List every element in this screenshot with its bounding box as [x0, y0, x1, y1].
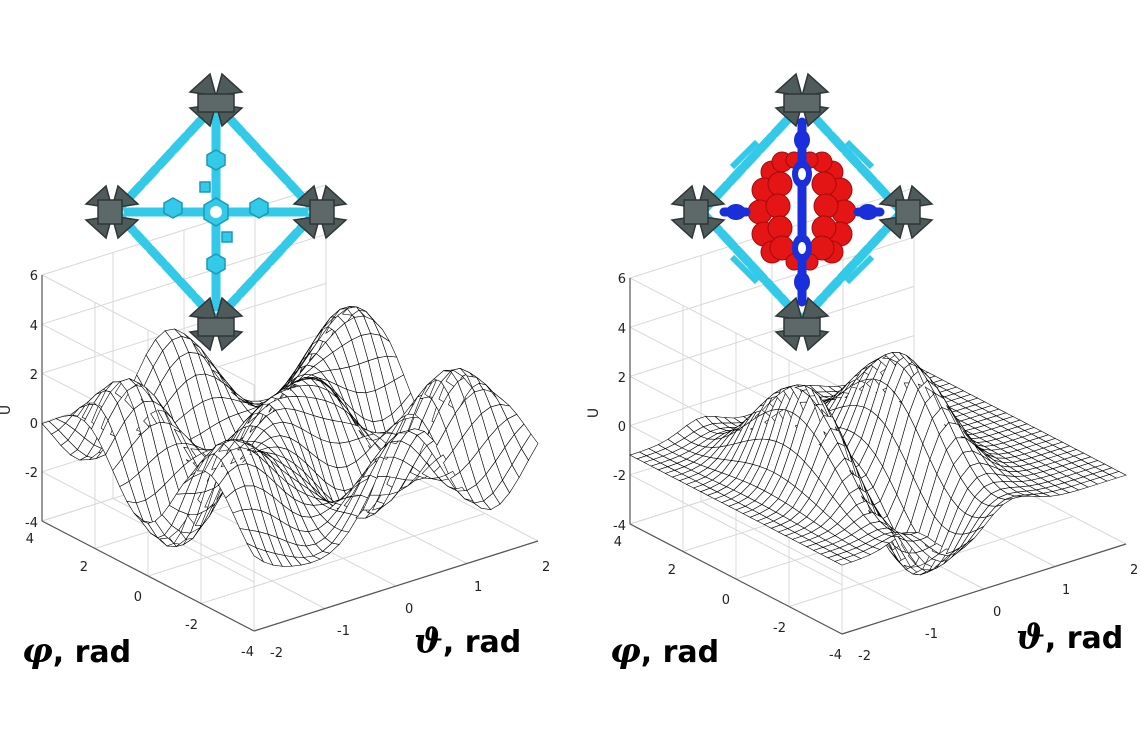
right-plot-panel: 6 4 2 0 -2 -4 U 4 2 0 -2 -4 -2 -1 0 1 2	[586, 187, 1138, 664]
left-phi-tick-4: 4	[26, 532, 34, 547]
right-phi-tick-2: 2	[668, 563, 676, 578]
left-phi-tick-m4: -4	[241, 645, 254, 660]
right-theta-axis-label: ϑ, rad	[1016, 617, 1123, 657]
left-theta-axis-label: ϑ, rad	[414, 621, 521, 661]
right-z-tick-6: 6	[618, 272, 626, 287]
surface-cell	[1108, 471, 1127, 479]
right-phi-tick-0: 0	[722, 593, 730, 608]
right-z-tick-2: 2	[618, 371, 626, 386]
right-theta-tick-0: 0	[993, 605, 1001, 620]
left-phi-unit: , rad	[53, 635, 131, 670]
right-phi-unit: , rad	[641, 635, 719, 670]
right-theta-tick-m1: -1	[925, 627, 938, 642]
left-phi-tick-2: 2	[80, 560, 88, 575]
left-theta-tick-0: 0	[405, 602, 413, 617]
right-theta-tick-2: 2	[1130, 563, 1138, 578]
left-phi-tick-0: 0	[134, 590, 142, 605]
mof-cage-empty-icon	[84, 72, 348, 352]
axis-line	[253, 540, 539, 632]
right-z-tick-0: 0	[618, 420, 626, 435]
right-phi-tick-m4: -4	[829, 648, 842, 663]
left-theta-unit: , rad	[443, 625, 521, 660]
left-z-axis-label: U	[0, 405, 14, 415]
axis-line	[41, 520, 255, 632]
left-theta-tick-m1: -1	[337, 624, 350, 639]
left-theta-tick-2: 2	[542, 560, 550, 575]
left-z-tick-2: 2	[30, 368, 38, 383]
left-phi-symbol: φ	[22, 631, 53, 671]
axis-line	[841, 543, 1127, 635]
right-phi-tick-m2: -2	[773, 621, 786, 636]
left-plot-panel: 6 4 2 0 -2 -4 U 4 2 0 -2 -4 -2 -1 0 1 2	[0, 184, 550, 661]
right-z-tick-4: 4	[618, 322, 626, 337]
left-z-tick-6: 6	[30, 269, 38, 284]
right-z-axis-label: U	[586, 408, 602, 418]
left-theta-symbol: ϑ	[414, 621, 443, 661]
right-phi-axis-label: φ, rad	[610, 631, 719, 671]
right-surface-mesh	[629, 352, 1127, 576]
left-surface-mesh	[41, 305, 539, 567]
right-theta-symbol: ϑ	[1016, 617, 1045, 657]
left-z-tick-m4: -4	[25, 516, 38, 531]
left-theta-tick-m2: -2	[270, 646, 283, 661]
left-phi-tick-m2: -2	[185, 618, 198, 633]
left-z-tick-m2: -2	[25, 466, 38, 481]
right-phi-tick-4: 4	[614, 535, 622, 550]
right-z-tick-m2: -2	[613, 469, 626, 484]
right-z-tick-m4: -4	[613, 519, 626, 534]
axis-line	[629, 523, 843, 635]
surface-cell	[521, 433, 539, 461]
left-z-tick-0: 0	[30, 417, 38, 432]
right-theta-unit: , rad	[1045, 621, 1123, 656]
right-theta-tick-m2: -2	[858, 649, 871, 664]
left-z-tick-4: 4	[30, 319, 38, 334]
mof-cage-with-guest-icon	[670, 72, 934, 352]
right-phi-symbol: φ	[610, 631, 641, 671]
left-theta-tick-1: 1	[474, 580, 482, 595]
left-phi-axis-label: φ, rad	[22, 631, 131, 671]
right-theta-tick-1: 1	[1062, 583, 1070, 598]
